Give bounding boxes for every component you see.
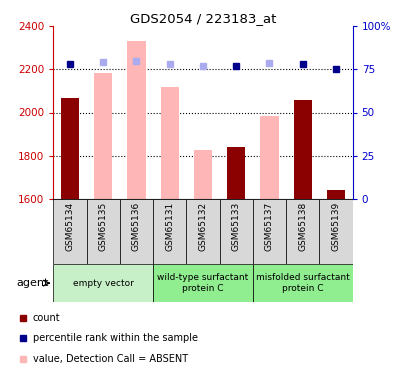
Bar [153, 264, 252, 302]
Text: GSM65138: GSM65138 [297, 202, 306, 251]
Text: count: count [33, 313, 60, 323]
Bar [227, 147, 245, 199]
Text: value, Detection Call = ABSENT: value, Detection Call = ABSENT [33, 354, 187, 364]
Text: GSM65131: GSM65131 [165, 202, 174, 251]
Bar [127, 41, 145, 199]
Bar [285, 199, 319, 264]
Text: GSM65136: GSM65136 [132, 202, 141, 251]
Bar [326, 190, 344, 199]
Bar [252, 264, 352, 302]
Text: misfolded surfactant
protein C: misfolded surfactant protein C [255, 273, 349, 293]
Bar [53, 264, 153, 302]
Text: percentile rank within the sample: percentile rank within the sample [33, 333, 197, 344]
Bar [61, 99, 79, 199]
Bar [53, 199, 86, 264]
Text: GSM65139: GSM65139 [330, 202, 339, 251]
Text: GSM65135: GSM65135 [99, 202, 108, 251]
Bar [319, 199, 352, 264]
Text: GSM65134: GSM65134 [65, 202, 74, 251]
Bar [186, 199, 219, 264]
Text: empty vector: empty vector [72, 279, 133, 288]
Text: GSM65137: GSM65137 [264, 202, 273, 251]
Bar [193, 150, 211, 199]
Bar [119, 199, 153, 264]
Title: GDS2054 / 223183_at: GDS2054 / 223183_at [129, 12, 276, 25]
Bar [160, 87, 178, 199]
Bar [153, 199, 186, 264]
Bar [86, 199, 119, 264]
Bar [219, 199, 252, 264]
Bar [293, 100, 311, 199]
Bar [260, 116, 278, 199]
Bar [94, 73, 112, 199]
Bar [252, 199, 285, 264]
Text: GSM65132: GSM65132 [198, 202, 207, 251]
Text: GSM65133: GSM65133 [231, 202, 240, 251]
Text: agent: agent [17, 278, 49, 288]
Text: wild-type surfactant
protein C: wild-type surfactant protein C [157, 273, 248, 293]
